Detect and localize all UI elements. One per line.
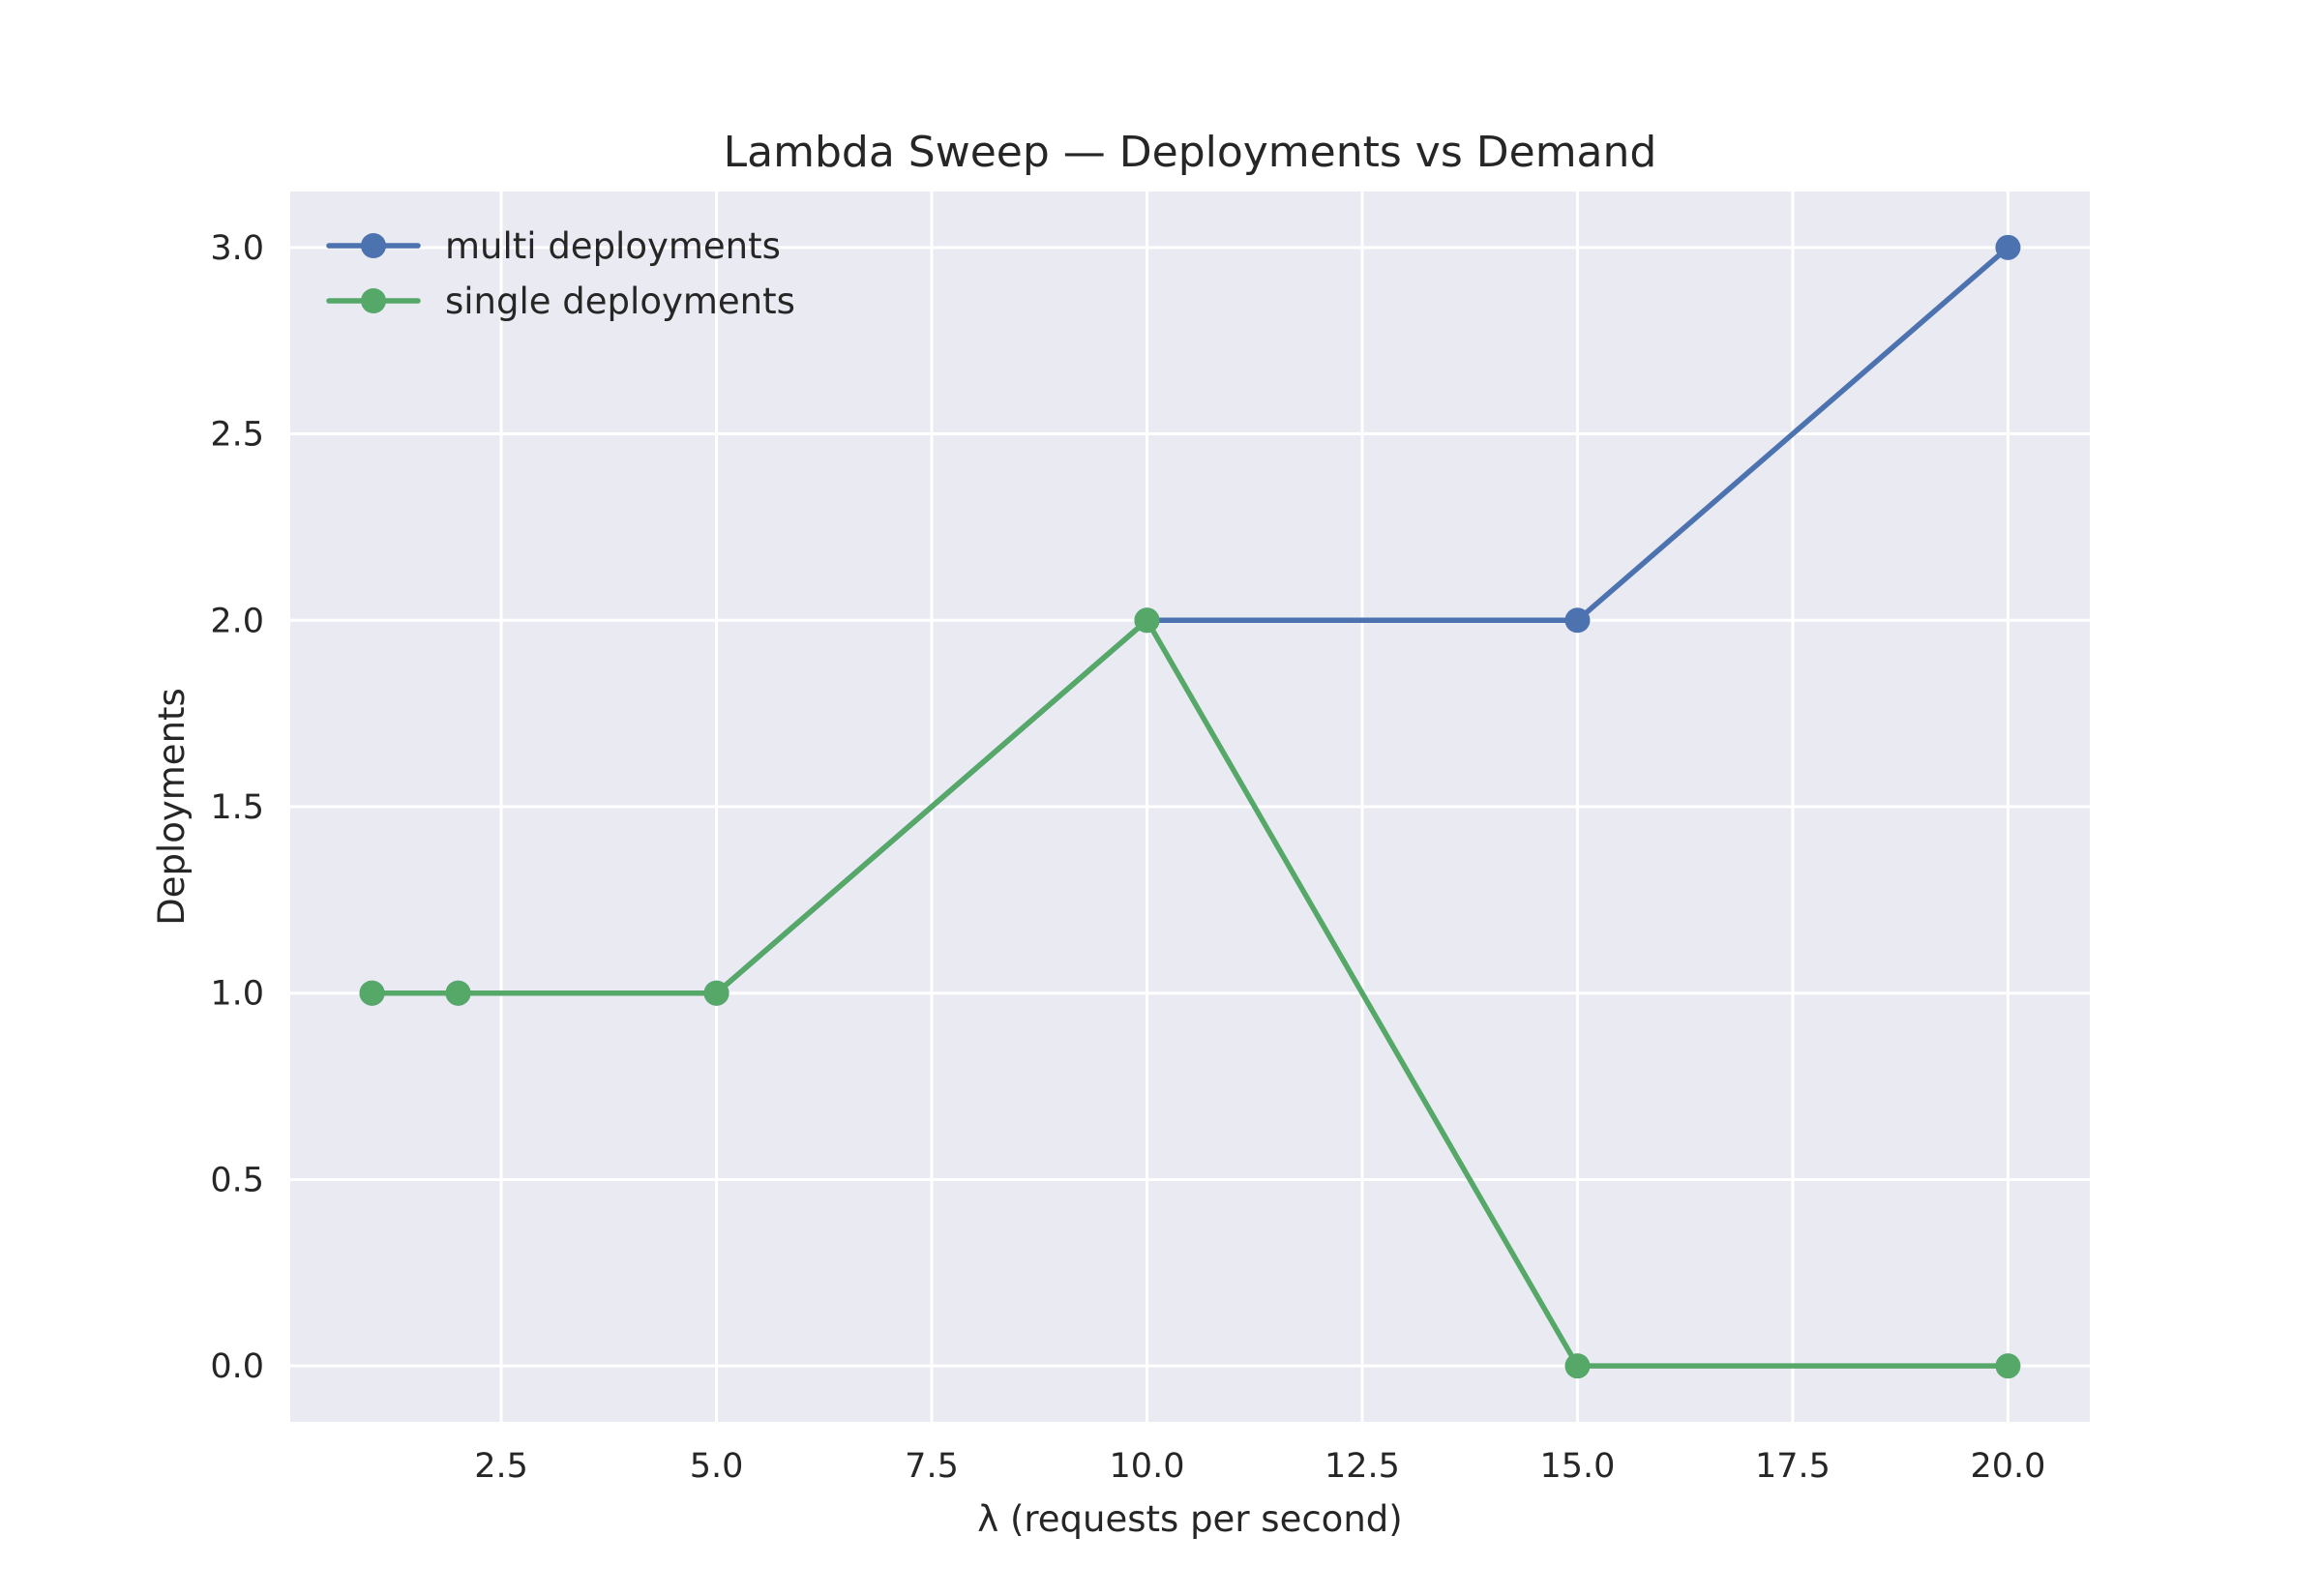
y-tick-label: 1.5 (210, 788, 264, 827)
y-axis-ticks: 0.0 0.5 1.0 1.5 2.0 2.5 3.0 (210, 229, 264, 1386)
x-tick-label: 5.0 (690, 1447, 744, 1486)
legend-item: single deployments (326, 281, 795, 322)
data-point (703, 980, 729, 1006)
y-tick-label: 1.0 (210, 975, 264, 1014)
data-point (445, 980, 471, 1006)
x-tick-label: 17.5 (1755, 1447, 1831, 1486)
x-axis-ticks: 2.5 5.0 7.5 10.0 12.5 15.0 17.5 20.0 (474, 1447, 2045, 1486)
x-axis-label: λ (requests per second) (977, 1498, 1402, 1540)
legend-swatch-marker (361, 288, 386, 313)
y-tick-label: 0.5 (210, 1161, 264, 1199)
legend-item: multi deployments (326, 225, 781, 267)
legend-label: single deployments (445, 281, 795, 322)
x-tick-label: 15.0 (1540, 1447, 1616, 1486)
x-tick-label: 10.0 (1110, 1447, 1185, 1486)
series-line (369, 617, 2011, 1369)
x-tick-label: 2.5 (474, 1447, 528, 1486)
data-point (1564, 607, 1591, 634)
legend-swatch-marker (361, 233, 386, 258)
x-tick-label: 12.5 (1325, 1447, 1400, 1486)
x-tick-label: 20.0 (1970, 1447, 2045, 1486)
series-2 (359, 607, 2021, 1379)
x-tick-label: 7.5 (905, 1447, 959, 1486)
y-tick-label: 3.0 (210, 229, 264, 268)
data-point (1995, 1353, 2021, 1379)
y-axis-label: Deployments (151, 688, 193, 926)
data-point (1995, 234, 2021, 260)
data-point (359, 980, 385, 1006)
gridlines (290, 192, 2090, 1422)
chart-title: Lambda Sweep — Deployments vs Demand (724, 128, 1657, 177)
legend-label: multi deployments (445, 225, 781, 267)
y-tick-label: 2.0 (210, 602, 264, 640)
y-tick-label: 0.0 (210, 1347, 264, 1386)
y-tick-label: 2.5 (210, 416, 264, 455)
legend: multi deployments single deployments (326, 225, 795, 322)
data-point (1564, 1353, 1591, 1379)
data-point (1134, 607, 1160, 634)
series-layer (359, 234, 2021, 1379)
